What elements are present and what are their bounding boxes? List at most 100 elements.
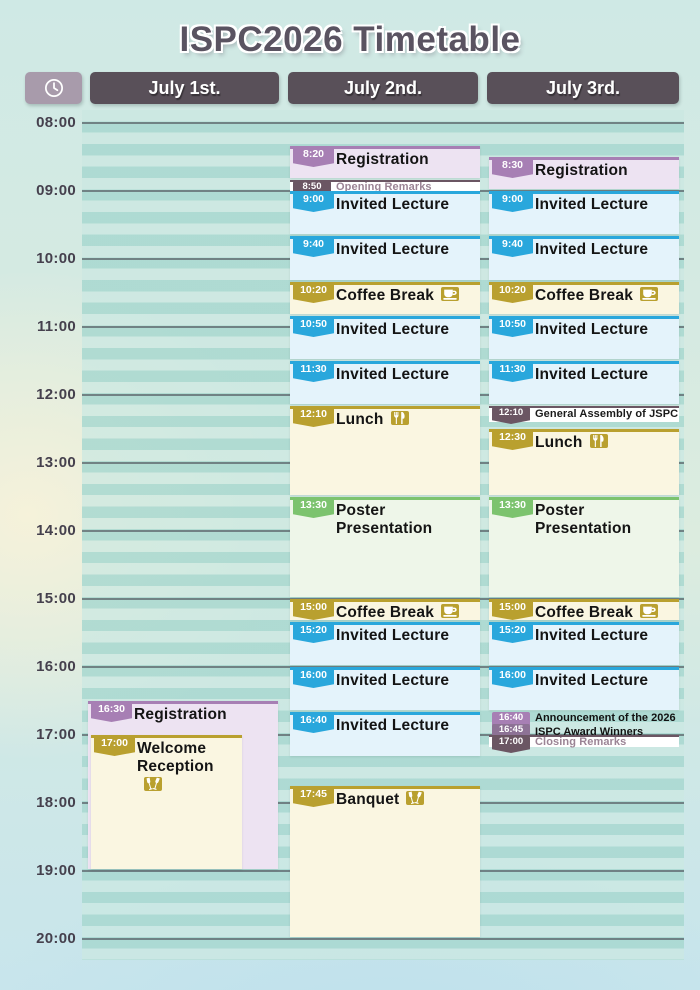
event-title-text: Coffee Break [336, 604, 435, 621]
event-title-text: Closing Remarks [535, 736, 627, 748]
time-label: 08:00 [36, 114, 76, 131]
time-badge: 9:00 [293, 192, 334, 212]
event-title-text: Invited Lecture [336, 672, 450, 689]
event-title: Invited Lecture [535, 321, 674, 339]
event-title-text: Invited Lecture [535, 320, 649, 338]
event-opening-remarks: 8:50 Opening Remarks [290, 179, 480, 198]
time-label: 17:00 [36, 726, 76, 743]
event-title-text: Invited Lecture [336, 320, 450, 338]
event-title-text: Lunch [535, 434, 583, 451]
time-badge: 9:00 [492, 192, 533, 212]
event-invited-lecture: 10:50 Invited Lecture [489, 315, 679, 359]
event-announcement-of-the-2026-ispc-award-winners: 16:40 16:45 Announcement of the 2026 ISPC … [489, 712, 679, 742]
event-invited-lecture: 10:50 Invited Lecture [290, 315, 480, 359]
time-badge: 11:30 [492, 362, 533, 382]
event-title-text: Invited Lecture [336, 241, 450, 259]
hour-line [82, 122, 684, 124]
time-label: 14:00 [36, 522, 76, 539]
event-title: Invited Lecture [336, 366, 475, 384]
event-registration: 8:30 Registration [489, 157, 679, 189]
event-title: Welcome Reception [137, 740, 237, 795]
event-invited-lecture: 9:00 Invited Lecture [290, 191, 480, 235]
event-poster-presentation: 13:30 Poster Presentation [489, 497, 679, 597]
time-badge: 16:40 [293, 713, 334, 734]
event-title: Banquet [336, 791, 475, 809]
time-label: 18:00 [36, 794, 76, 811]
event-title-text: Invited Lecture [336, 366, 450, 383]
event-invited-lecture: 11:30 Invited Lecture [290, 361, 480, 405]
event-title-text: Coffee Break [535, 604, 634, 621]
event-title: Coffee Break [535, 604, 674, 622]
time-badge: 10:50 [293, 316, 334, 337]
clock-icon [43, 77, 65, 99]
event-title: Poster Presentation [535, 502, 674, 539]
coffee-icon [441, 604, 460, 618]
event-invited-lecture: 9:40 Invited Lecture [290, 236, 480, 280]
event-title-text: Poster Presentation [535, 502, 632, 538]
time-badge: 8:30 [492, 158, 533, 178]
event-title-text: Registration [535, 162, 628, 179]
event-title-text: Invited Lecture [336, 717, 450, 735]
time-label: 15:00 [36, 590, 76, 607]
champagne-icon [144, 776, 162, 791]
time-badge: 15:00 [293, 600, 334, 620]
day-header-july-3rd: July 3rd. [487, 72, 679, 104]
event-title: Invited Lecture [535, 241, 674, 259]
page-title: ISPC2026 Timetable [179, 20, 521, 59]
time-badge: 12:10 [492, 407, 530, 425]
event-title: Coffee Break [336, 604, 475, 622]
time-label: 10:00 [36, 250, 76, 267]
time-label: 09:00 [36, 182, 76, 199]
event-title: Invited Lecture [336, 321, 475, 339]
champagne-icon [406, 791, 425, 805]
event-banquet: 17:45 Banquet [290, 786, 480, 937]
event-title: Registration [134, 706, 273, 724]
schedule-grid: 16:30 Registration 17:00 Welcome Reception 8… [82, 110, 684, 960]
event-title-text: Opening Remarks [336, 180, 432, 193]
time-badge: 10:20 [293, 282, 334, 303]
time-label: 16:00 [36, 658, 76, 675]
event-title: Invited Lecture [535, 672, 674, 690]
time-badge: 16:30 [91, 702, 132, 722]
event-registration: 8:20 Registration [290, 145, 480, 178]
event-coffee-break: 10:20 Coffee Break [489, 281, 679, 314]
event-title-text: Lunch [336, 411, 384, 429]
time-badge: 17:00 [492, 736, 530, 753]
time-badge: 15:20 [492, 622, 533, 643]
event-title: Invited Lecture [336, 627, 475, 645]
event-title: Coffee Break [535, 286, 674, 305]
event-title: Registration [535, 162, 674, 180]
event-title: Poster Presentation [336, 502, 475, 539]
hour-line [82, 938, 684, 940]
event-general-assembly-of-jspc: 12:10 General Assembly of JSPC [489, 406, 679, 425]
event-title: Invited Lecture [535, 627, 674, 645]
time-label: 11:00 [36, 318, 76, 335]
event-title-text: Invited Lecture [535, 241, 649, 259]
event-invited-lecture: 16:00 Invited Lecture [489, 667, 679, 711]
event-title-text: Banquet [336, 791, 400, 808]
time-badge: 9:40 [492, 237, 533, 258]
time-badge: 8:20 [293, 146, 334, 167]
event-title-text: Invited Lecture [535, 366, 649, 383]
event-title: Invited Lecture [336, 672, 475, 690]
day-header-july-1st: July 1st. [90, 72, 279, 104]
time-badge: 13:30 [492, 498, 533, 518]
event-lunch: 12:30 Lunch [489, 429, 679, 495]
event-title-text: General Assembly of JSPC [535, 408, 679, 421]
event-title-text: Announcement of the 2026 ISPC Award Winn… [535, 712, 676, 738]
event-title-text: Welcome Reception [137, 740, 214, 776]
event-coffee-break: 10:20 Coffee Break [290, 281, 480, 314]
event-title-text: Registration [336, 150, 429, 168]
time-label: 19:00 [36, 862, 76, 879]
event-title-text: Invited Lecture [535, 626, 649, 644]
coffee-icon [441, 286, 460, 301]
event-invited-lecture: 16:00 Invited Lecture [290, 667, 480, 711]
utensils-icon [589, 434, 608, 448]
time-badge: 10:20 [492, 282, 533, 303]
event-title: Invited Lecture [336, 241, 475, 259]
time-label: 20:00 [36, 930, 76, 947]
event-title: Lunch [535, 434, 674, 452]
time-label: 13:00 [36, 454, 76, 471]
event-welcome-reception: 17:00 Welcome Reception [91, 735, 242, 869]
event-coffee-break: 15:00 Coffee Break [290, 599, 480, 622]
